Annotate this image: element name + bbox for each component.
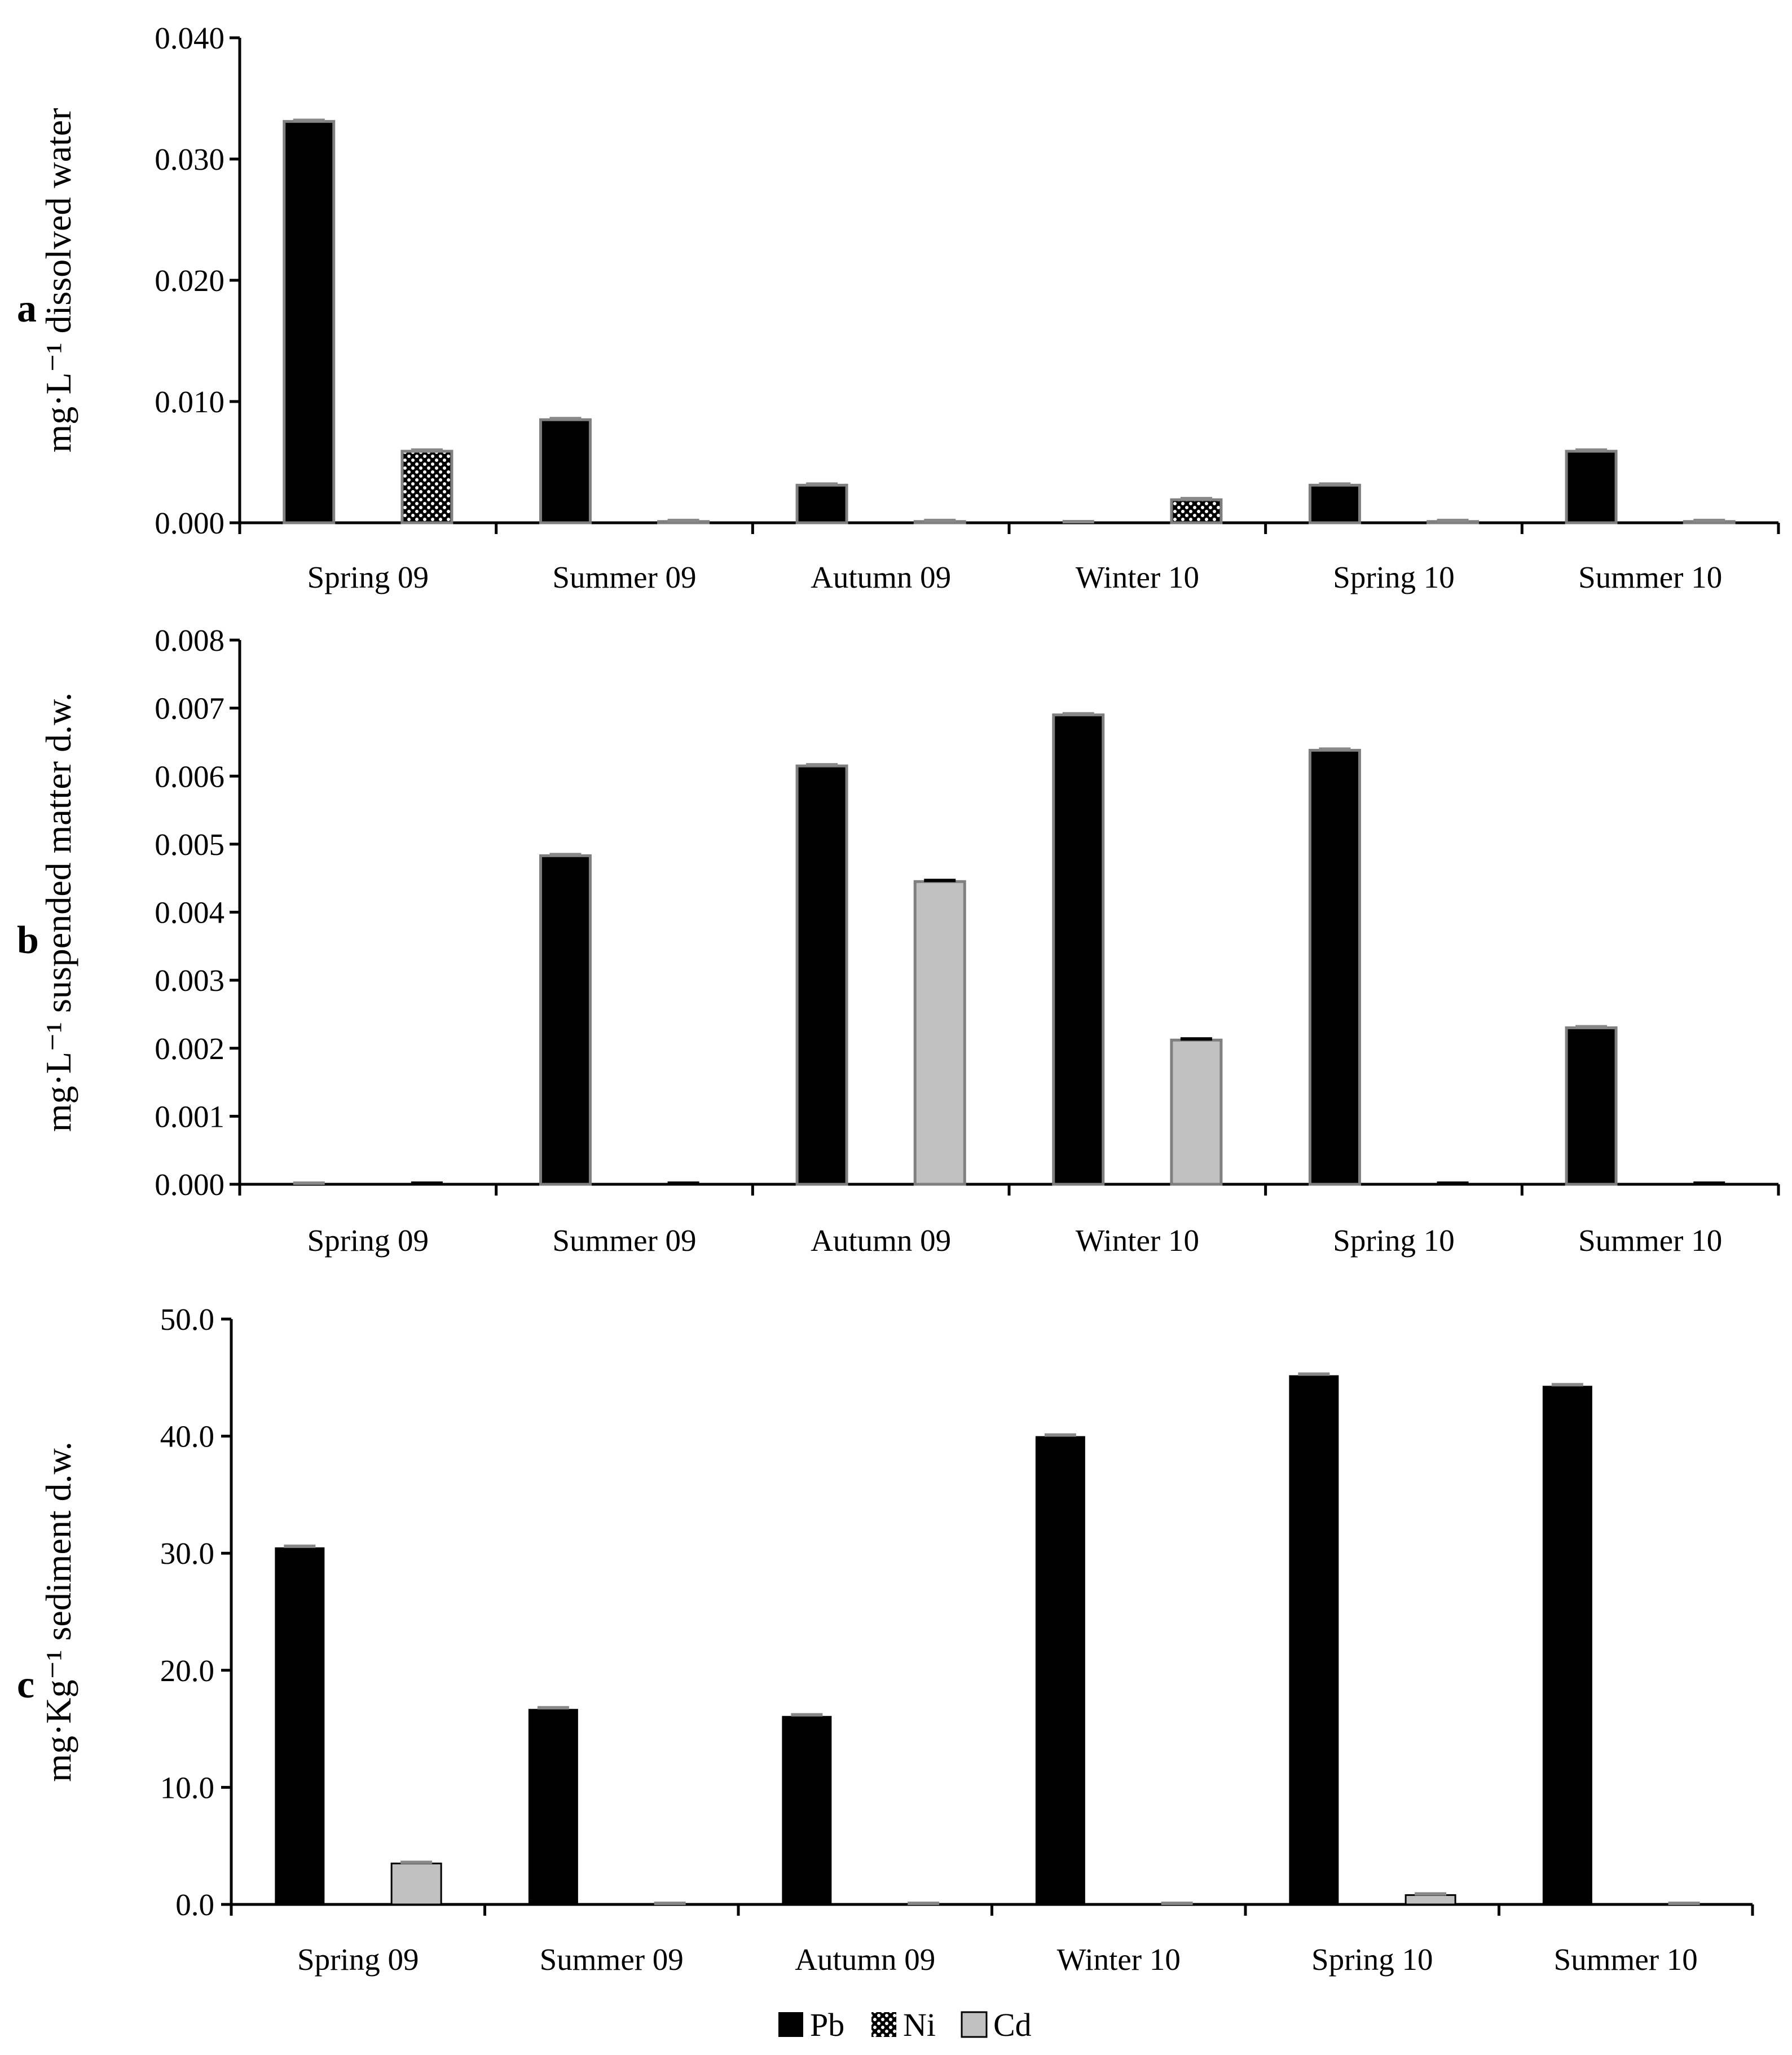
y-axis-label: mg·L⁻¹ suspended matter d.w.: [38, 693, 78, 1132]
y-tick-label: 0.002: [155, 1031, 224, 1066]
y-tick-label: 0.000: [155, 506, 224, 540]
y-axis-label: mg·L⁻¹ dissolved water: [38, 108, 78, 452]
bar-cd: [1404, 1894, 1456, 1906]
x-tick-label: Spring 09: [307, 1223, 429, 1258]
x-tick-label: Summer 10: [1578, 1223, 1722, 1258]
bar-pb: [539, 854, 592, 1186]
x-tick-label: Summer 10: [1554, 1942, 1698, 1977]
chart-panel-b: 0.000 0.001 0.002 0.003 0.004 0.005 0.006 0.007…: [17, 623, 1780, 1258]
panel-letter: a: [17, 287, 37, 330]
x-tick-label: Autumn 09: [811, 560, 951, 594]
y-tick-label: 0.030: [155, 142, 224, 177]
y-tick-label: 0.010: [155, 385, 224, 419]
legend: Pb Ni Cd: [778, 2007, 1032, 2043]
bar-cd: [913, 880, 966, 1186]
x-tick-label: Summer 09: [552, 1223, 696, 1258]
y-tick-label: 20.0: [160, 1653, 214, 1688]
x-tick-label: Spring 10: [1311, 1942, 1433, 1977]
bar-pb: [1565, 1026, 1618, 1186]
y-tick-label: 10.0: [160, 1770, 214, 1805]
chart-panel-c: 0.0 10.0 20.0 30.0 40.0 50.0 Spring 09 Summer 0…: [17, 1302, 1754, 1977]
y-tick-label: 0.000: [155, 1167, 224, 1202]
y-tick-label: 50.0: [160, 1302, 214, 1337]
y-tick-label: 0.008: [155, 623, 224, 658]
x-tick-label: Spring 09: [297, 1942, 419, 1977]
y-tick-label: 0.020: [155, 263, 224, 298]
y-tick-label: 0.007: [155, 691, 224, 726]
legend-label-pb: Pb: [810, 2007, 844, 2043]
legend-swatch-cd: [961, 2011, 988, 2038]
legend-label-ni: Ni: [903, 2007, 936, 2043]
y-tick-label: 0.0: [175, 1888, 214, 1922]
panel-letter: b: [17, 919, 39, 962]
bar-pb: [1308, 483, 1361, 524]
bar-pb: [782, 1716, 832, 1904]
x-tick-label: Winter 10: [1076, 1223, 1199, 1258]
x-tick-label: Autumn 09: [795, 1942, 935, 1977]
bar-cd: [1170, 1038, 1223, 1186]
panel-letter: c: [17, 1663, 34, 1706]
y-tick-label: 0.004: [155, 896, 224, 930]
y-tick-label: 0.005: [155, 827, 224, 862]
legend-label-cd: Cd: [993, 2007, 1032, 2043]
y-tick-label: 0.006: [155, 759, 224, 793]
bar-ni: [400, 449, 453, 524]
legend-swatch-ni: [871, 2012, 896, 2037]
x-tick-label: Spring 10: [1333, 1223, 1454, 1258]
y-tick-label: 0.040: [155, 21, 224, 55]
bar-pb: [795, 764, 848, 1186]
legend-swatch-pb: [778, 2012, 803, 2037]
bar-pb: [539, 418, 592, 524]
x-tick-label: Autumn 09: [811, 1223, 951, 1258]
y-tick-label: 30.0: [160, 1536, 214, 1571]
x-tick-label: Summer 10: [1578, 560, 1722, 594]
x-tick-label: Winter 10: [1057, 1942, 1181, 1977]
chart-panel-a: 0.000 0.010 0.020 0.030 0.040 Spring 09 Summer…: [17, 21, 1780, 594]
x-tick-label: Summer 09: [552, 560, 696, 594]
bar-cd: [390, 1862, 442, 1906]
y-axis-label: mg·Kg⁻¹ sediment d.w.: [38, 1441, 78, 1781]
x-tick-label: Summer 09: [540, 1942, 684, 1977]
x-tick-label: Winter 10: [1076, 560, 1199, 594]
y-tick-label: 0.001: [155, 1099, 224, 1134]
x-tick-label: Spring 10: [1333, 560, 1454, 594]
bar-pb: [283, 120, 336, 524]
x-tick-label: Spring 09: [307, 560, 429, 594]
bar-pb: [795, 483, 848, 524]
bar-pb: [1052, 713, 1105, 1186]
bar-pb: [528, 1709, 578, 1904]
y-tick-label: 40.0: [160, 1419, 214, 1454]
bar-pb: [1289, 1375, 1339, 1904]
bar-ni: [1170, 498, 1223, 524]
bar-pb: [1035, 1436, 1085, 1904]
bar-pb: [1565, 449, 1618, 524]
bar-pb: [1542, 1386, 1592, 1904]
bar-pb: [275, 1547, 325, 1904]
bar-pb: [1308, 748, 1361, 1186]
y-tick-label: 0.003: [155, 963, 224, 998]
